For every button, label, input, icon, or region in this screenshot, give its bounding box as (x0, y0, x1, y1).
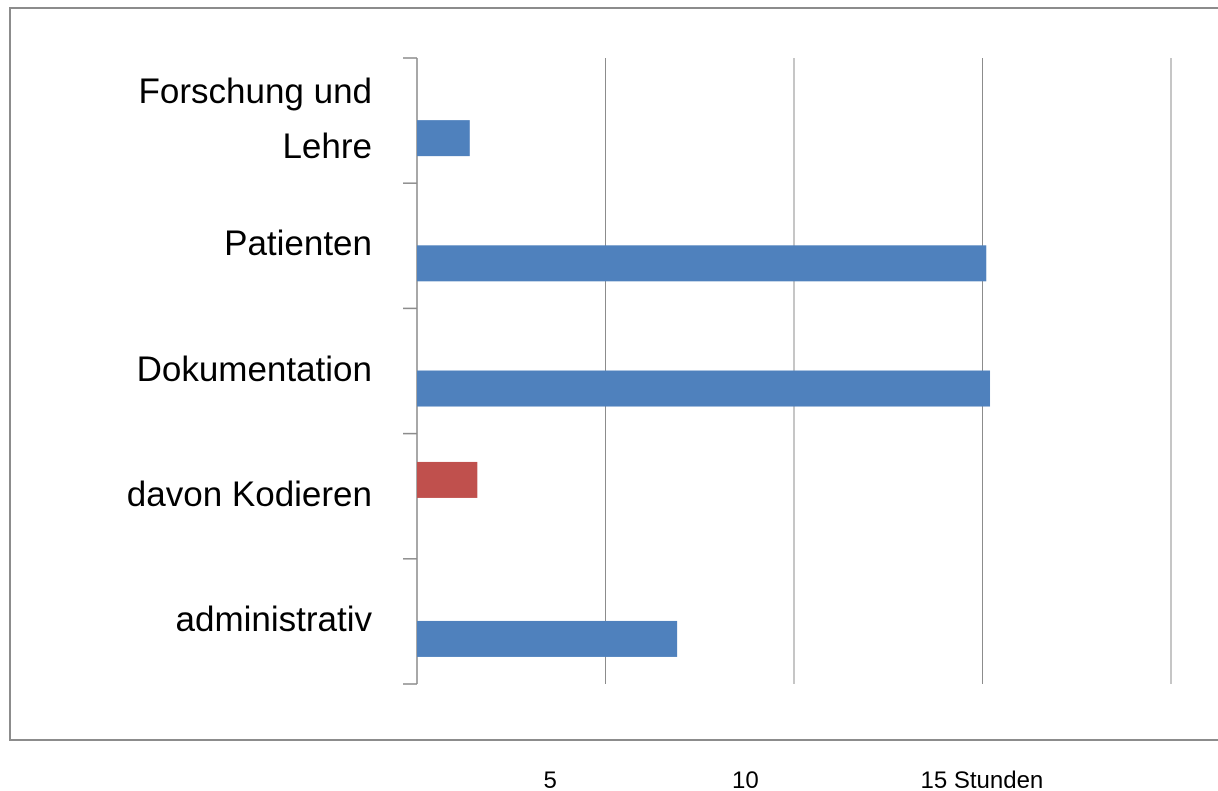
bar (417, 120, 470, 157)
bar (417, 461, 478, 498)
y-tick-label: Dokumentation (136, 349, 372, 389)
x-tick-label: 15 Stunden (921, 767, 1044, 791)
x-tick-label: 10 (732, 767, 759, 791)
bar (417, 245, 987, 282)
bar (417, 620, 678, 657)
x-tick-label: 5 (544, 767, 557, 791)
chart-frame (9, 7, 1218, 741)
y-tick-label: administrativ (175, 599, 372, 639)
y-tick-label: Forschung und Lehre (138, 71, 372, 166)
y-tick-label: davon Kodieren (126, 474, 372, 514)
bar (417, 370, 991, 407)
y-tick-label: Patienten (224, 224, 372, 264)
